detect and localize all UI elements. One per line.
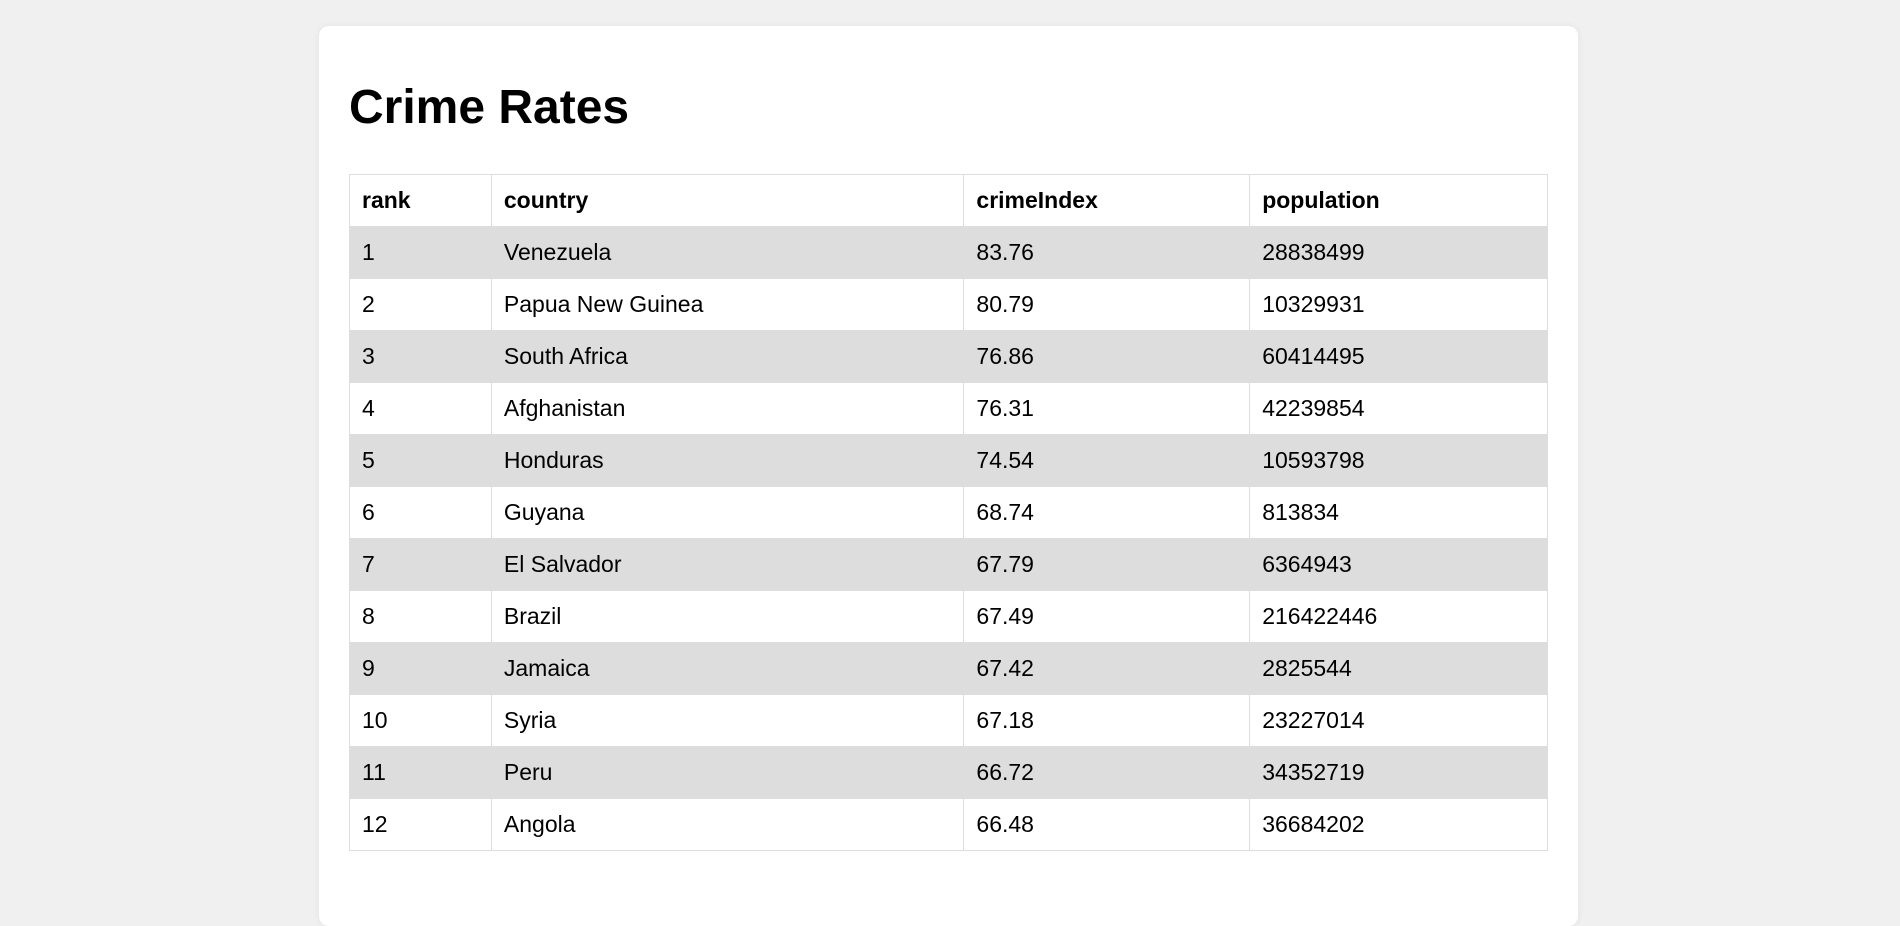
cell-crime-index: 67.42	[963, 642, 1251, 695]
cell-country: Peru	[490, 746, 965, 799]
cell-rank: 12	[349, 798, 492, 851]
cell-crime-index: 67.79	[963, 538, 1251, 591]
table-row: 1 Venezuela 83.76 28838499	[349, 226, 1548, 279]
cell-population: 23227014	[1249, 694, 1548, 747]
cell-population: 216422446	[1249, 590, 1548, 643]
table-body: 1 Venezuela 83.76 28838499 2 Papua New G…	[349, 226, 1548, 851]
content-card: Crime Rates rank country crimeIndex popu…	[319, 26, 1578, 926]
cell-rank: 5	[349, 434, 492, 487]
table-row: 10 Syria 67.18 23227014	[349, 694, 1548, 747]
cell-rank: 2	[349, 278, 492, 331]
column-header-crime-index: crimeIndex	[963, 174, 1251, 227]
cell-population: 60414495	[1249, 330, 1548, 383]
cell-crime-index: 68.74	[963, 486, 1251, 539]
table-row: 8 Brazil 67.49 216422446	[349, 590, 1548, 643]
cell-crime-index: 80.79	[963, 278, 1251, 331]
table-row: 11 Peru 66.72 34352719	[349, 746, 1548, 799]
cell-rank: 3	[349, 330, 492, 383]
cell-rank: 11	[349, 746, 492, 799]
cell-crime-index: 66.48	[963, 798, 1251, 851]
cell-country: Jamaica	[490, 642, 965, 695]
cell-population: 34352719	[1249, 746, 1548, 799]
cell-crime-index: 67.49	[963, 590, 1251, 643]
cell-country: Papua New Guinea	[490, 278, 965, 331]
cell-population: 28838499	[1249, 226, 1548, 279]
cell-crime-index: 74.54	[963, 434, 1251, 487]
cell-population: 6364943	[1249, 538, 1548, 591]
cell-country: Guyana	[490, 486, 965, 539]
cell-crime-index: 66.72	[963, 746, 1251, 799]
page-title: Crime Rates	[349, 81, 630, 134]
cell-crime-index: 76.31	[963, 382, 1251, 435]
column-header-population: population	[1249, 174, 1548, 227]
cell-population: 813834	[1249, 486, 1548, 539]
cell-crime-index: 83.76	[963, 226, 1251, 279]
cell-country: El Salvador	[490, 538, 965, 591]
cell-population: 10593798	[1249, 434, 1548, 487]
header-row: rank country crimeIndex population	[349, 174, 1548, 227]
cell-population: 36684202	[1249, 798, 1548, 851]
table-row: 3 South Africa 76.86 60414495	[349, 330, 1548, 383]
crime-rates-table: rank country crimeIndex population 1 Ven…	[349, 174, 1548, 851]
cell-country: Honduras	[490, 434, 965, 487]
cell-rank: 10	[349, 694, 492, 747]
cell-rank: 8	[349, 590, 492, 643]
table-row: 6 Guyana 68.74 813834	[349, 486, 1548, 539]
column-header-country: country	[490, 174, 965, 227]
cell-country: Afghanistan	[490, 382, 965, 435]
cell-country: Venezuela	[490, 226, 965, 279]
table-row: 7 El Salvador 67.79 6364943	[349, 538, 1548, 591]
cell-rank: 9	[349, 642, 492, 695]
table-row: 12 Angola 66.48 36684202	[349, 798, 1548, 851]
table-row: 5 Honduras 74.54 10593798	[349, 434, 1548, 487]
cell-country: Syria	[490, 694, 965, 747]
column-header-rank: rank	[349, 174, 492, 227]
table-row: 2 Papua New Guinea 80.79 10329931	[349, 278, 1548, 331]
cell-rank: 6	[349, 486, 492, 539]
cell-country: South Africa	[490, 330, 965, 383]
cell-country: Brazil	[490, 590, 965, 643]
cell-population: 10329931	[1249, 278, 1548, 331]
cell-crime-index: 76.86	[963, 330, 1251, 383]
cell-rank: 4	[349, 382, 492, 435]
cell-rank: 1	[349, 226, 492, 279]
cell-population: 2825544	[1249, 642, 1548, 695]
table-header: rank country crimeIndex population	[349, 174, 1548, 227]
table-row: 9 Jamaica 67.42 2825544	[349, 642, 1548, 695]
cell-population: 42239854	[1249, 382, 1548, 435]
cell-rank: 7	[349, 538, 492, 591]
table-row: 4 Afghanistan 76.31 42239854	[349, 382, 1548, 435]
cell-crime-index: 67.18	[963, 694, 1251, 747]
cell-country: Angola	[490, 798, 965, 851]
